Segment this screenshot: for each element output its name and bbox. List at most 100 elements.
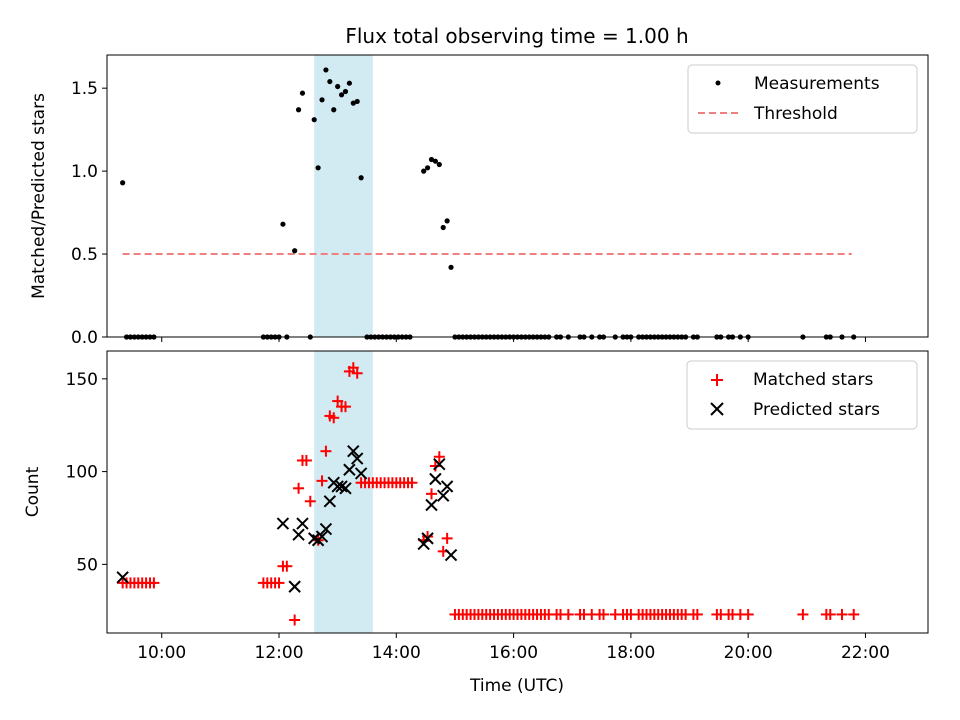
legend-matched-marker xyxy=(711,374,723,386)
x-tick-label: 20:00 xyxy=(724,643,773,663)
bottom-y-axis-label: Count xyxy=(23,466,43,517)
bottom-panel: 50 100 150 10:00 12:00 14:00 16:00 18:00 20:00 2… xyxy=(23,350,929,696)
measurement-point xyxy=(335,83,341,90)
matched-point xyxy=(797,608,809,620)
predicted-point xyxy=(288,580,301,593)
matched-point xyxy=(836,608,848,620)
measurement-point xyxy=(436,161,442,168)
predicted-point xyxy=(319,522,333,536)
matched-point xyxy=(316,475,328,487)
predicted-point xyxy=(323,495,337,508)
measurement-point xyxy=(350,100,356,106)
matched-point xyxy=(281,560,293,572)
top-highlight-span xyxy=(314,55,373,337)
predicted-point xyxy=(335,480,348,493)
measurement-point xyxy=(292,248,298,254)
y-tick-label: 1.0 xyxy=(71,162,98,182)
legend-threshold-label: Threshold xyxy=(753,104,838,124)
chart-title: Flux total observing time = 1.00 h xyxy=(345,24,688,48)
predicted-point xyxy=(276,517,290,530)
bottom-x-ticks: 10:00 12:00 14:00 16:00 18:00 20:00 22:00 xyxy=(137,633,890,663)
measurement-point xyxy=(424,165,431,171)
x-tick-label: 14:00 xyxy=(372,643,421,663)
top-legend-box xyxy=(687,64,918,134)
predicted-point xyxy=(417,537,430,551)
y-tick-label: 150 xyxy=(66,370,98,390)
measurement-point xyxy=(342,88,349,95)
measurement-point xyxy=(338,92,345,98)
measurement-point xyxy=(346,80,352,86)
matched-point xyxy=(293,482,305,494)
matched-point xyxy=(433,451,445,463)
predicted-point xyxy=(421,532,434,545)
bottom-y-ticks: 50 100 150 xyxy=(66,370,107,575)
legend-measurement-label: Measurements xyxy=(754,74,880,94)
measurement-point xyxy=(295,107,302,113)
measurement-point xyxy=(319,97,325,103)
x-tick-label: 12:00 xyxy=(255,643,304,663)
matched-point xyxy=(300,454,312,466)
x-tick-label: 22:00 xyxy=(841,643,890,663)
y-tick-label: 50 xyxy=(76,555,98,575)
top-axes-frame xyxy=(106,54,929,338)
top-panel: 0.0 0.5 1.0 1.5 Matched/Predicted stars Mea… xyxy=(29,54,929,348)
matched-point xyxy=(148,577,160,589)
measurement-point xyxy=(299,90,306,96)
top-legend: Measurements Threshold xyxy=(687,64,918,134)
matched-point xyxy=(824,608,836,620)
x-tick-label: 10:00 xyxy=(137,643,186,663)
bottom-legend-box xyxy=(686,360,918,430)
matched-point xyxy=(742,608,754,620)
matched-point xyxy=(562,608,574,620)
matched-points xyxy=(117,362,860,626)
matched-point xyxy=(441,532,453,544)
bottom-highlight-span xyxy=(314,351,373,633)
predicted-points xyxy=(116,444,458,593)
matched-point xyxy=(425,488,437,500)
measurement-point xyxy=(448,264,454,270)
matched-point xyxy=(273,577,285,589)
measurement-point xyxy=(327,78,333,85)
matched-point xyxy=(328,412,340,424)
predicted-point xyxy=(339,482,352,495)
measurement-point xyxy=(354,98,360,105)
measurement-point xyxy=(323,67,329,73)
y-tick-label: 0.0 xyxy=(71,328,98,348)
predicted-point xyxy=(425,498,438,512)
matched-point xyxy=(332,395,344,407)
predicted-point xyxy=(296,517,309,530)
predicted-point xyxy=(440,480,454,493)
matched-point xyxy=(691,608,703,620)
legend-predicted-marker xyxy=(710,402,724,416)
x-tick-label: 18:00 xyxy=(606,643,655,663)
top-y-axis-label: Matched/Predicted stars xyxy=(29,93,49,299)
measurement-point xyxy=(428,156,435,163)
predicted-point xyxy=(437,489,450,502)
predicted-point xyxy=(433,457,446,471)
predicted-point xyxy=(444,548,458,562)
predicted-point xyxy=(343,463,356,476)
predicted-point xyxy=(354,467,368,480)
predicted-point xyxy=(429,472,442,486)
y-tick-label: 0.5 xyxy=(71,245,98,265)
predicted-point xyxy=(116,571,129,584)
measurement-point xyxy=(421,168,427,174)
matched-point xyxy=(406,477,418,489)
matched-point xyxy=(848,608,860,620)
measurement-point xyxy=(280,221,286,227)
predicted-point xyxy=(351,452,364,465)
matched-point xyxy=(339,401,351,413)
bottom-axes-frame xyxy=(106,350,929,634)
measurement-point xyxy=(311,117,317,123)
matched-point xyxy=(304,495,316,507)
measurement-point xyxy=(440,224,446,231)
predicted-point xyxy=(347,444,360,458)
legend-predicted-label: Predicted stars xyxy=(753,400,880,420)
top-x-ticks xyxy=(161,337,866,342)
x-tick-label: 16:00 xyxy=(489,643,538,663)
top-y-ticks: 0.0 0.5 1.0 1.5 xyxy=(71,79,107,348)
measurement-point xyxy=(432,158,438,164)
bottom-legend: Matched stars Predicted stars xyxy=(686,360,918,430)
x-axis-label: Time (UTC) xyxy=(469,676,564,696)
